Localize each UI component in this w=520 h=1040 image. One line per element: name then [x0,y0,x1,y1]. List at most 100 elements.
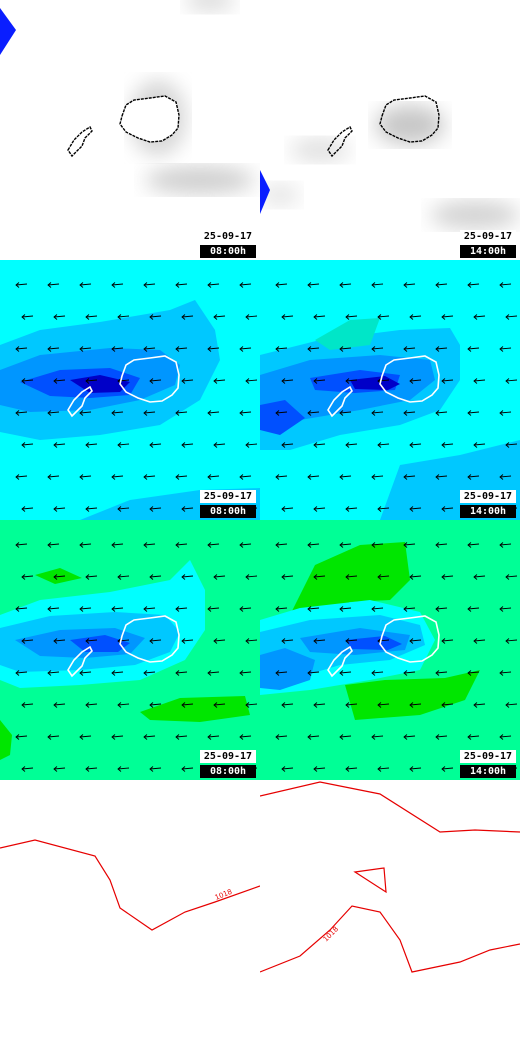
wind-arrow-head-icon [239,474,244,480]
isobar-line [0,839,260,931]
wind-arrow-icon [371,607,384,610]
wind-arrow-icon [15,607,28,610]
wind-arrow-icon [79,607,92,610]
wind-arrow-head-icon [371,542,376,548]
wind-zone-bright [35,568,82,584]
island-small-outline [327,125,353,158]
wind-arrow-icon [111,411,124,414]
wind-zone-bright [290,542,410,615]
wind-arrow-head-icon [499,734,504,740]
wind-arrow-head-icon [275,410,280,416]
wind-arrow-head-icon [79,542,84,548]
wind-arrow-icon [53,575,66,578]
wind-arrow-head-icon [21,442,26,448]
wind-arrow-icon [85,575,98,578]
wind-arrow-head-icon [53,638,58,644]
wind-arrow-icon [85,315,98,318]
wind-arrow-icon [181,767,194,770]
wind-arrow-head-icon [79,474,84,480]
wind-arrow-head-icon [47,670,52,676]
wind-arrow-head-icon [213,442,218,448]
wind-arrow-icon [505,703,518,706]
wind-arrow-icon [371,735,384,738]
wind-arrow-icon [467,347,480,350]
wind-arrow-head-icon [313,506,318,512]
wind-zone-bright [140,696,250,722]
wind-alt-map-0800-graphic [0,520,260,780]
wind-zone-bright [345,670,480,720]
wind-arrow-icon [47,283,60,286]
wind-arrow-head-icon [473,378,478,384]
wind-arrow-head-icon [239,346,244,352]
wind-arrow-icon [111,607,124,610]
timestamp: 25-09-17 14:00h [460,490,516,518]
wind-arrow-head-icon [467,606,472,612]
wind-arrow-icon [307,475,320,478]
wind-arrow-icon [313,767,326,770]
wind-arrow-head-icon [245,442,250,448]
wind-arrow-icon [345,379,358,382]
wind-arrow-head-icon [467,346,472,352]
wind-arrow-icon [275,411,288,414]
wind-arrow-head-icon [175,474,180,480]
isobar-line [260,905,520,973]
wind-arrow-icon [307,671,320,674]
wind-arrow-head-icon [281,314,286,320]
wind-arrow-icon [409,379,422,382]
wind-arrow-head-icon [499,474,504,480]
wind-arrow-icon [175,347,188,350]
wind-arrow-head-icon [15,282,20,288]
wind-arrow-icon [435,671,448,674]
wind-arrow-icon [281,315,294,318]
island-large-outline [379,615,440,663]
wind-arrow-icon [79,735,92,738]
wind-arrow-icon [15,411,28,414]
wind-arrow-icon [339,543,352,546]
wind-arrow-head-icon [441,766,446,772]
wind-arrow-icon [143,607,156,610]
wind-arrow-icon [85,639,98,642]
wind-arrow-head-icon [117,702,122,708]
wind-arrow-head-icon [441,506,446,512]
wind-arrow-head-icon [207,346,212,352]
wind-arrow-head-icon [207,670,212,676]
wind-arrow-head-icon [313,766,318,772]
wind-arrow-head-icon [111,282,116,288]
wind-arrow-icon [79,411,92,414]
wind-arrow-icon [435,543,448,546]
cloud-patch [430,201,520,229]
wind-arrow-head-icon [85,378,90,384]
wind-arrow-head-icon [281,574,286,580]
wind-arrow-head-icon [53,766,58,772]
wind-arrow-icon [213,315,226,318]
timestamp: 25-09-17 08:00h [200,230,256,258]
wind-arrow-head-icon [473,314,478,320]
wind-arrow-head-icon [345,638,350,644]
cloud-map-0800-graphic [0,0,260,260]
wind-arrow-icon [15,283,28,286]
wind-arrow-head-icon [377,766,382,772]
wind-arrow-icon [239,607,252,610]
wind-arrow-icon [275,475,288,478]
wind-arrow-head-icon [239,670,244,676]
wind-arrow-head-icon [85,314,90,320]
wind-arrow-head-icon [313,314,318,320]
wind-arrow-head-icon [21,702,26,708]
wind-arrow-icon [181,639,194,642]
wind-arrow-head-icon [409,442,414,448]
wind-arrow-head-icon [85,702,90,708]
wind-arrow-head-icon [143,734,148,740]
wind-arrow-head-icon [435,282,440,288]
wind-arrow-icon [245,575,258,578]
wind-map-0800: 25-09-17 08:00h [0,260,260,520]
wind-arrow-head-icon [111,734,116,740]
wind-arrow-icon [339,475,352,478]
wind-arrow-head-icon [467,734,472,740]
wind-arrow-icon [117,507,130,510]
wind-arrow-icon [213,443,226,446]
wind-arrow-icon [377,379,390,382]
wind-arrow-head-icon [85,574,90,580]
wind-arrow-head-icon [505,314,510,320]
wind-arrow-icon [275,607,288,610]
wind-arrow-icon [53,315,66,318]
